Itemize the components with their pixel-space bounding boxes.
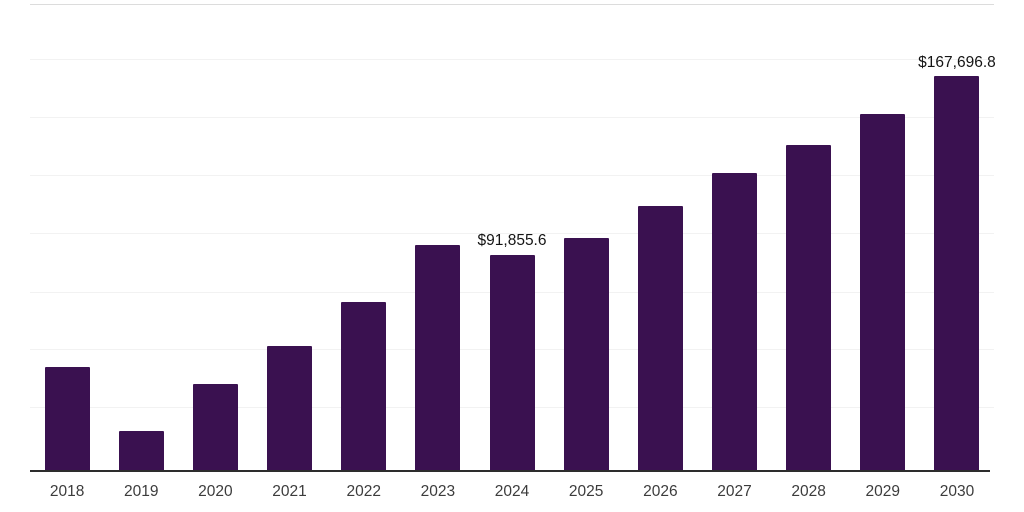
x-tick-2022: 2022 xyxy=(346,483,381,500)
bar-2021 xyxy=(267,346,313,471)
gridline xyxy=(30,233,994,234)
bar-slot-2026 xyxy=(623,4,697,471)
x-tick-2018: 2018 xyxy=(49,483,85,500)
bar-slot-2019 xyxy=(104,4,178,471)
x-tick-2027: 2027 xyxy=(717,483,752,500)
bar-2027 xyxy=(711,172,757,471)
x-axis-tick-labels: 2018 2019 2020 2021 2022 2023 2024 2025 2026 2027… xyxy=(30,484,994,500)
x-tick-2024: 2024 xyxy=(494,483,530,500)
gridline xyxy=(30,117,994,118)
x-tick-2025: 2025 xyxy=(568,483,604,500)
bar-2022 xyxy=(341,302,387,471)
bar-2020 xyxy=(192,383,238,471)
bar-2024 xyxy=(489,254,535,471)
bar-slot-2018 xyxy=(30,4,104,471)
bar-slot-2030: $167,696.8 xyxy=(918,4,996,471)
plot-area: $91,855.6 $167,696.8 xyxy=(30,4,996,471)
bar-2023 xyxy=(415,245,461,471)
x-tick-2020: 2020 xyxy=(198,483,233,500)
bar-2030 xyxy=(934,76,980,471)
bar-slot-2024: $91,855.6 xyxy=(475,4,549,471)
bar-slot-2029 xyxy=(846,4,920,471)
x-tick-2023: 2023 xyxy=(420,483,456,500)
bar-slot-2023 xyxy=(401,4,475,471)
x-axis-line xyxy=(30,470,990,472)
bar-slot-2021 xyxy=(252,4,326,471)
value-label-2030: $167,696.8 xyxy=(918,53,996,71)
bar-slot-2027 xyxy=(697,4,771,471)
gridline xyxy=(30,175,994,176)
x-tick-2030: 2030 xyxy=(939,483,975,500)
x-tick-2028: 2028 xyxy=(791,483,826,500)
bar-slot-2025 xyxy=(549,4,623,471)
bar-slot-2022 xyxy=(327,4,401,471)
bar-slot-2028 xyxy=(772,4,846,471)
x-tick-2029: 2029 xyxy=(865,483,901,500)
x-tick-2019: 2019 xyxy=(123,483,159,500)
bar-2025 xyxy=(563,238,609,471)
bar-slot-2020 xyxy=(178,4,252,471)
value-label-2024: $91,855.6 xyxy=(477,232,547,250)
x-tick-2021: 2021 xyxy=(272,483,307,500)
bar-2026 xyxy=(637,205,683,471)
bars-row: $91,855.6 $167,696.8 xyxy=(30,4,996,471)
bar-2018 xyxy=(44,367,90,471)
bar-2028 xyxy=(786,144,832,471)
gridline xyxy=(30,59,994,60)
gridline xyxy=(30,4,994,5)
bar-2019 xyxy=(118,430,164,471)
bar-2029 xyxy=(860,113,906,471)
x-tick-2026: 2026 xyxy=(643,483,678,500)
